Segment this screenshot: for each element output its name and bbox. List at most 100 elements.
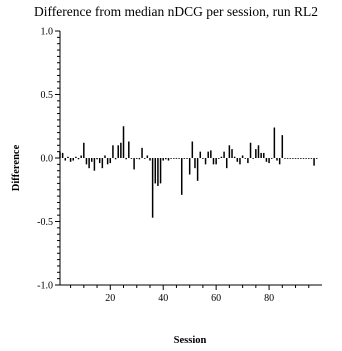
bar xyxy=(175,158,178,159)
bar xyxy=(133,158,135,170)
bar xyxy=(260,152,262,158)
x-axis: 20 40 60 80 xyxy=(60,284,322,304)
bar xyxy=(315,158,318,159)
bar xyxy=(72,158,74,161)
bar xyxy=(104,155,106,158)
bar xyxy=(313,158,315,166)
bar xyxy=(83,142,85,158)
bar xyxy=(278,158,281,165)
bar xyxy=(300,158,302,159)
bar xyxy=(212,158,215,165)
bar xyxy=(265,158,268,162)
y-tick-label: -1.0 xyxy=(37,281,53,292)
x-tick-label: 20 xyxy=(105,293,115,304)
bar xyxy=(135,158,138,159)
bar xyxy=(143,158,146,159)
bar xyxy=(207,151,209,158)
bar xyxy=(98,158,101,164)
bar xyxy=(96,158,98,160)
bar xyxy=(210,150,212,158)
bar xyxy=(128,141,130,158)
bar xyxy=(292,158,294,159)
bar xyxy=(122,126,125,158)
y-axis: -1.0 -0.5 0.0 0.5 1.0 xyxy=(37,27,61,292)
bar xyxy=(218,158,220,159)
bar xyxy=(125,158,127,160)
bar xyxy=(270,158,273,159)
bar xyxy=(249,142,252,158)
bar xyxy=(91,158,93,162)
bar xyxy=(75,156,77,158)
bar xyxy=(141,147,143,158)
y-tick-label: -0.5 xyxy=(37,217,53,228)
bar xyxy=(289,158,291,159)
bar xyxy=(186,158,188,159)
bar xyxy=(130,158,133,159)
bar xyxy=(109,158,112,164)
bar xyxy=(154,158,157,184)
bar xyxy=(202,158,204,159)
bar xyxy=(302,158,305,159)
bar xyxy=(236,158,239,162)
x-tick-label: 60 xyxy=(211,293,221,304)
bar xyxy=(194,158,196,169)
bar xyxy=(162,158,164,161)
bar xyxy=(281,135,284,158)
bar xyxy=(244,158,247,159)
bar xyxy=(233,156,236,158)
bar xyxy=(180,158,183,195)
chart-title: Difference from median nDCG per session,… xyxy=(34,4,318,19)
bar xyxy=(183,158,186,159)
bar xyxy=(228,145,231,158)
bar xyxy=(255,149,257,158)
bar xyxy=(146,155,149,158)
bar xyxy=(199,151,202,158)
bar xyxy=(294,158,297,159)
bar xyxy=(263,152,265,158)
bar xyxy=(93,158,96,171)
bar xyxy=(252,158,254,159)
bar xyxy=(61,152,64,158)
y-axis-label: Difference xyxy=(11,144,22,191)
bar xyxy=(276,158,278,161)
bar xyxy=(59,151,61,158)
bar xyxy=(64,158,67,161)
bar xyxy=(273,127,276,158)
bar xyxy=(220,156,223,158)
bar xyxy=(268,158,270,164)
bar xyxy=(241,155,244,158)
bar xyxy=(80,155,82,158)
y-tick-label: 0.5 xyxy=(41,90,54,101)
bar xyxy=(284,158,286,159)
bar xyxy=(170,158,172,159)
bar xyxy=(225,158,228,169)
bar xyxy=(112,145,114,158)
bar xyxy=(297,158,299,159)
bar xyxy=(310,158,313,159)
bar xyxy=(191,141,194,158)
bar xyxy=(67,156,69,158)
bar xyxy=(151,158,154,218)
bar xyxy=(101,158,104,169)
bar xyxy=(88,158,90,169)
bar xyxy=(173,158,175,159)
bar xyxy=(77,158,80,160)
bar xyxy=(239,158,241,165)
x-axis-label: Session xyxy=(174,335,207,346)
y-tick-label: 0.0 xyxy=(41,154,54,165)
bar xyxy=(196,158,199,181)
bar xyxy=(120,142,122,158)
bar xyxy=(149,158,151,161)
bar xyxy=(159,158,162,184)
bar xyxy=(117,145,119,158)
bar xyxy=(247,158,249,164)
bar-series xyxy=(59,126,318,218)
bar xyxy=(178,158,180,159)
bar xyxy=(138,158,141,160)
bar xyxy=(257,145,260,158)
bar xyxy=(204,158,207,165)
bar xyxy=(165,158,167,160)
bar xyxy=(167,158,170,161)
bar xyxy=(305,158,307,159)
